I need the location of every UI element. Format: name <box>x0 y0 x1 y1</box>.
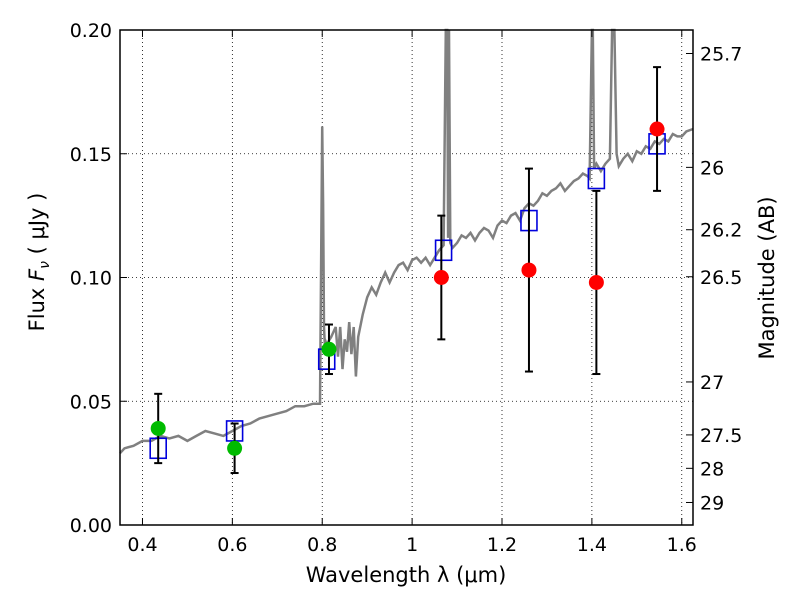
mag-tick-label: 27.5 <box>700 425 742 447</box>
x-tick-label: 1.4 <box>577 534 607 556</box>
x-tick-label: 1 <box>406 534 418 556</box>
red-point <box>521 262 537 278</box>
green-point <box>150 420 166 436</box>
red-point <box>588 274 604 290</box>
mag-tick-label: 28 <box>700 458 724 480</box>
green-point <box>321 341 337 357</box>
model-square <box>434 239 453 262</box>
x-tick-label: 0.4 <box>127 534 157 556</box>
y-tick-label: 0.10 <box>70 268 112 290</box>
plot-frame <box>119 29 694 526</box>
x-tick-label: 1.6 <box>667 534 697 556</box>
y-label-prefix: Flux <box>25 281 49 331</box>
data-points <box>149 66 666 475</box>
y-tick-label: 0.05 <box>70 391 112 413</box>
y-axis-label-right: Magnitude (AB) <box>755 196 779 359</box>
spectrum-line <box>119 28 694 455</box>
y-axis-label-left: Flux Fν ( μJy ) <box>25 193 53 332</box>
mag-tick-label: 26 <box>700 157 724 179</box>
y-tick-label: 0.20 <box>70 20 112 42</box>
x-tick-label: 0.8 <box>307 534 337 556</box>
grid <box>120 29 693 526</box>
axis-ticks: 0.4 0.6 0.8 1 1.2 1.4 1.6 0.00 0.05 0.10 0.15 0.20 2… <box>70 20 743 556</box>
green-point <box>227 440 243 456</box>
mag-tick-label: 27 <box>700 372 724 394</box>
red-point <box>649 121 665 137</box>
spectrum <box>119 28 694 455</box>
x-tick-label: 1.2 <box>487 534 517 556</box>
y-label-unit: ( μJy ) <box>25 193 49 261</box>
y-label-subscript: ν <box>37 261 53 269</box>
mag-tick-label: 29 <box>700 492 724 514</box>
y-tick-label: 0.00 <box>70 515 112 537</box>
x-tick-label: 0.6 <box>217 534 247 556</box>
y-tick-label: 0.15 <box>70 144 112 166</box>
mag-tick-label: 26.5 <box>700 267 742 289</box>
mag-tick-label: 26.2 <box>700 220 742 242</box>
y-label-symbol: F <box>25 268 49 281</box>
x-axis-label: Wavelength λ (μm) <box>306 563 507 587</box>
red-point <box>433 270 449 285</box>
mag-tick-label: 25.7 <box>700 44 742 66</box>
model-square <box>587 167 606 190</box>
